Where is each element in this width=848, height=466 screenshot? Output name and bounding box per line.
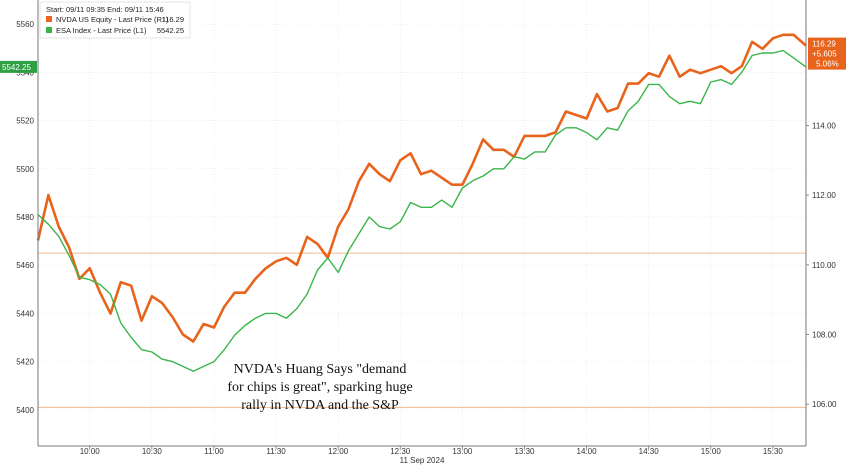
right-axis-ticks: 106.00 108.00 110.00 112.00 114.00: [806, 121, 837, 409]
y-left-tick-label: 5480: [16, 213, 34, 222]
x-tick-label: 14:00: [577, 447, 598, 456]
y-left-tick-label: 5440: [16, 309, 34, 318]
x-tick-label: 11:00: [204, 447, 224, 456]
legend-label-nvda: NVDA US Equity - Last Price (R1): [56, 15, 169, 24]
x-axis-ticks: 10:00 10:30 11:00 11:30 12:00 12:30 13:00 13:30…: [80, 446, 784, 456]
y-right-tick-label: 114.00: [812, 121, 836, 130]
x-tick-label: 10:00: [80, 447, 101, 456]
legend: Start: 09/11 09:35 End: 09/11 15:46 NVDA…: [39, 1, 191, 39]
last-price-tag-nvda: 116.29 +5.605 5.06%: [808, 37, 846, 70]
y-left-tick-label: 5400: [16, 406, 34, 415]
x-tick-label: 12:30: [390, 447, 411, 456]
tag-esa-label: 5542.25: [2, 63, 31, 72]
tag-nvda-change: +5.605: [812, 50, 837, 59]
series-line-esa: [37, 49, 807, 372]
legend-label-esa: ESA Index - Last Price (L1): [56, 26, 147, 35]
reference-lines: [38, 252, 806, 408]
tag-nvda-background: [808, 37, 846, 70]
x-tick-label: 11:30: [266, 447, 286, 456]
legend-swatch-nvda: [46, 16, 52, 22]
annotation: NVDA's Huang Says "demand for chips is g…: [227, 362, 412, 413]
y-left-tick-label: 5500: [16, 165, 34, 174]
x-tick-label: 14:30: [639, 447, 660, 456]
x-axis-label: 11 Sep 2024: [400, 456, 445, 465]
legend-header: Start: 09/11 09:35 End: 09/11 15:46: [46, 5, 164, 14]
y-left-tick-label: 5520: [16, 117, 34, 126]
legend-value-esa: 5542.25: [157, 26, 184, 35]
y-right-tick-label: 110.00: [812, 261, 836, 270]
x-tick-label: 12:00: [328, 447, 349, 456]
y-right-tick-label: 108.00: [812, 331, 837, 340]
y-right-tick-label: 106.00: [812, 400, 837, 409]
legend-box: [39, 1, 191, 39]
x-tick-label: 10:30: [142, 447, 163, 456]
legend-swatch-esa: [46, 27, 52, 33]
x-tick-label: 13:30: [514, 447, 535, 456]
legend-value-nvda: 116.29: [162, 15, 184, 24]
tag-esa-background: [0, 60, 37, 73]
y-left-tick-label: 5560: [16, 20, 34, 29]
y-left-tick-label: 5460: [16, 261, 34, 270]
annotation-line-3: rally in NVDA and the S&P: [241, 398, 399, 413]
y-left-tick-label: 5420: [16, 358, 34, 367]
x-tick-label: 15:30: [763, 447, 784, 456]
annotation-line-2: for chips is great", sparking huge: [227, 380, 412, 395]
tag-nvda-change-pct: 5.06%: [816, 60, 839, 69]
x-tick-label: 15:00: [701, 447, 722, 456]
y-right-tick-label: 112.00: [812, 191, 836, 200]
last-price-tag-esa: 5542.25: [0, 60, 37, 73]
series-layer: [36, 33, 807, 372]
x-tick-label: 13:00: [452, 447, 473, 456]
annotation-line-1: NVDA's Huang Says "demand: [234, 362, 407, 377]
tag-nvda-last: 116.29: [812, 40, 836, 49]
series-line-nvda: [36, 33, 807, 343]
